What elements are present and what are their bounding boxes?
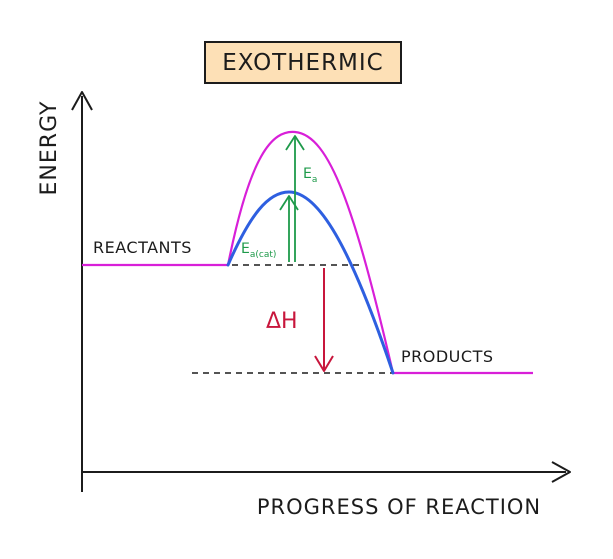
diagram-title: EXOTHERMIC — [204, 41, 402, 84]
catalysed-activation-energy-arrowhead — [279, 195, 299, 211]
products-label: PRODUCTS — [401, 347, 494, 366]
activation-energy-label: Ea — [303, 166, 317, 185]
x-axis-label: PROGRESS OF REACTION — [257, 495, 541, 519]
catalysed-activation-energy-label: Ea(cat) — [241, 241, 276, 260]
catalysed-reaction-curve — [226, 190, 395, 375]
uncatalysed-reaction-curve — [82, 130, 533, 375]
y-axis-label: ENERGY — [37, 101, 62, 196]
enthalpy-change-label: ΔH — [266, 309, 298, 334]
reactants-label: REACTANTS — [93, 238, 192, 257]
enthalpy-change-arrowhead — [314, 355, 334, 372]
x-axis-arrowhead — [551, 461, 571, 483]
y-axis-arrowhead — [71, 91, 93, 111]
activation-energy-arrowhead — [285, 135, 305, 151]
